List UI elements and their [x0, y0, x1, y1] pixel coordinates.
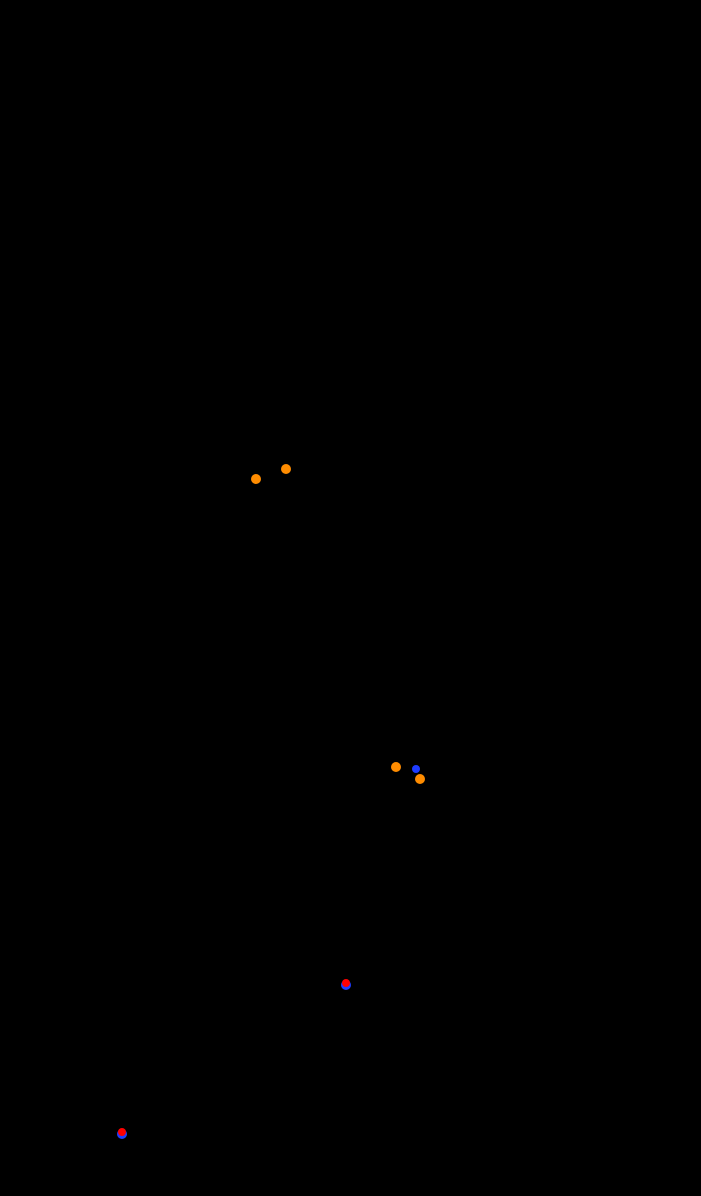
scatter-point — [281, 464, 291, 474]
scatter-point — [118, 1128, 126, 1136]
scatter-point — [342, 979, 350, 987]
scatter-point — [391, 762, 401, 772]
scatter-point — [415, 774, 425, 784]
scatter-point — [412, 765, 420, 773]
scatter-point — [251, 474, 261, 484]
scatter-plot — [0, 0, 701, 1196]
